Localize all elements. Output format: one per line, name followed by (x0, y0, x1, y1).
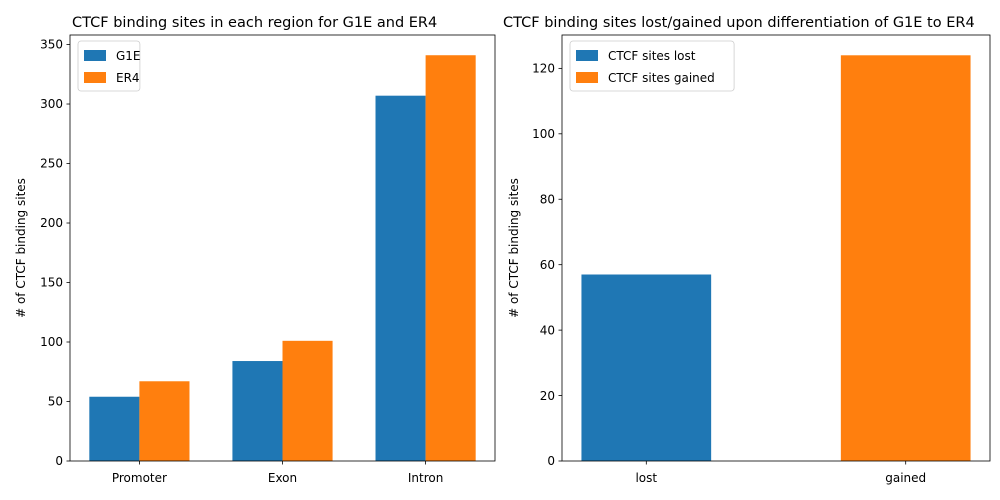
legend-swatch-ctcf-sites-gained (576, 72, 598, 83)
x-tick-label-exon: Exon (268, 471, 297, 485)
legend-box (569, 40, 735, 92)
chart-panel-1: 0 50 100 150 200 250 300 350 Promoter Exon Intron #… (14, 15, 496, 485)
chart-title: CTCF binding sites lost/gained upon diff… (503, 15, 975, 31)
x-tick-label-lost: lost (635, 471, 657, 485)
legend-swatch-ctcf-sites-lost (576, 50, 598, 61)
legend: G1E ER4 (77, 40, 141, 92)
bar-er4-exon (282, 340, 333, 461)
y-tick-label: 0 (547, 454, 555, 468)
y-tick-label: 300 (40, 97, 63, 111)
legend: CTCF sites lost CTCF sites gained (569, 40, 735, 92)
x-tick-label-promoter: Promoter (112, 471, 167, 485)
y-tick-label: 80 (540, 192, 555, 206)
chart-title: CTCF binding sites in each region for G1… (72, 15, 437, 31)
y-tick-label: 20 (540, 389, 555, 403)
y-tick-label: 0 (55, 454, 63, 468)
y-tick-label: 120 (532, 62, 555, 76)
y-tick-label: 60 (540, 258, 555, 272)
legend-swatch-g1e (84, 50, 106, 61)
bar-g1e-exon (232, 361, 283, 461)
y-axis-label: # of CTCF binding sites (507, 178, 521, 318)
legend-swatch-er4 (84, 72, 106, 83)
y-tick-label: 40 (540, 323, 555, 337)
x-tick-label-gained: gained (885, 471, 926, 485)
legend-label-g1e: G1E (116, 49, 141, 63)
y-tick-label: 100 (40, 335, 63, 349)
legend-label-ctcf-sites-gained: CTCF sites gained (608, 71, 715, 85)
axes-frame (561, 34, 991, 462)
y-axis-label: # of CTCF binding sites (14, 178, 28, 318)
y-tick-label: 350 (40, 38, 63, 52)
legend-label-er4: ER4 (116, 71, 140, 85)
bar-g1e-promoter (89, 396, 140, 461)
bar-er4-promoter (139, 381, 190, 461)
y-tick-label: 200 (40, 216, 63, 230)
y-tick-label: 50 (48, 395, 63, 409)
chart-panel-2: 0 20 40 60 80 100 120 lost gained # of CTCF bindi… (503, 15, 991, 485)
y-tick-label: 100 (532, 127, 555, 141)
bar-ctcf-sites-lost-lost (581, 274, 712, 461)
y-tick-label: 250 (40, 157, 63, 171)
y-tick-label: 150 (40, 276, 63, 290)
bar-er4-intron (425, 55, 476, 461)
x-tick-label-intron: Intron (408, 471, 443, 485)
bar-g1e-intron (375, 95, 426, 461)
legend-label-ctcf-sites-lost: CTCF sites lost (608, 49, 696, 63)
bar-ctcf-sites-gained-gained (840, 55, 971, 461)
